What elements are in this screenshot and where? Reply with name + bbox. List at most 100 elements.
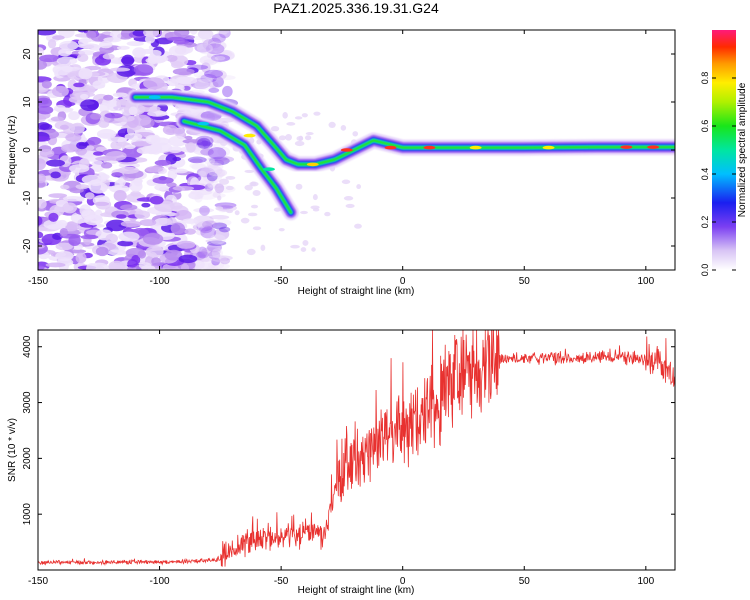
spectrogram-noise-cell xyxy=(211,257,221,266)
spectrogram-noise-cell xyxy=(61,143,79,153)
spectrogram-noise-cell xyxy=(69,249,87,254)
snr-xtick-label: 50 xyxy=(519,576,531,587)
colorbar-tick-label: 0.0 xyxy=(700,264,710,277)
spectrogram-noise-cell xyxy=(175,209,192,221)
spectrogram-noise-cell xyxy=(217,31,228,36)
spectrogram-noise-cell xyxy=(324,211,331,217)
spectrogram-noise-cell xyxy=(214,55,226,61)
spectrogram-noise-cell xyxy=(234,210,240,216)
spectrogram-xtick-label: 0 xyxy=(400,276,406,287)
spectrogram-noise-cell xyxy=(111,172,123,178)
spectrogram-noise-cell xyxy=(206,160,219,169)
spectrogram-noise-cell xyxy=(117,166,140,174)
spectrogram-noise-cell xyxy=(103,37,122,43)
spectrogram-noise-cell xyxy=(46,223,64,230)
spectrogram-noise-cell xyxy=(189,158,203,164)
spectrogram-noise-cell xyxy=(205,43,225,55)
spectrogram-noise-cell xyxy=(107,136,128,143)
spectrogram-noise-cell xyxy=(117,240,134,247)
spectrogram-noise-cell xyxy=(81,174,102,185)
spectrogram-noise-cell xyxy=(285,133,292,141)
spectrogram-noise-cell xyxy=(216,49,233,59)
spectrogram-noise-cell xyxy=(194,42,212,53)
spectrogram-noise-cell xyxy=(165,128,182,134)
snr-xlabel: Height of straight line (km) xyxy=(298,585,415,596)
spectrogram-peak xyxy=(542,145,555,150)
spectrogram-noise-cell xyxy=(211,33,226,43)
spectrogram-noise-cell xyxy=(310,205,320,210)
spectrogram-noise-cell xyxy=(184,228,196,235)
spectrogram-noise-cell xyxy=(187,156,207,164)
spectrogram-noise-cell xyxy=(252,189,261,196)
spectrogram-noise-cell xyxy=(198,170,207,177)
spectrogram-noise-cell xyxy=(129,180,143,192)
spectrogram-noise-cell xyxy=(45,159,65,167)
spectrogram-noise-cell xyxy=(178,254,198,264)
spectrogram-noise-cell xyxy=(105,150,127,161)
spectrogram-noise-cell xyxy=(208,87,220,93)
spectrogram-noise-cell xyxy=(38,244,45,249)
spectrogram-noise-cell xyxy=(213,169,228,177)
spectrogram-noise-cell xyxy=(213,228,230,241)
spectrogram-noise-cell xyxy=(116,99,128,109)
spectrogram-noise-cell xyxy=(154,159,172,166)
snr-series-line xyxy=(38,330,675,567)
spectrogram-noise-cell xyxy=(208,81,219,89)
spectrogram-noise-cell xyxy=(206,170,224,180)
spectrogram-noise-cell xyxy=(134,49,143,58)
snr-xtick-label: -50 xyxy=(274,576,289,587)
spectrogram-noise-cell xyxy=(166,78,179,87)
spectrogram-noise-cell xyxy=(201,165,223,177)
spectrogram-noise-cell xyxy=(73,82,85,88)
spectrogram-noise-cell xyxy=(282,112,288,119)
spectrogram-noise-cell xyxy=(93,151,104,156)
spectrogram-noise-cell xyxy=(340,124,347,131)
spectrogram-noise-cell xyxy=(105,233,118,244)
spectrogram-noise-cell xyxy=(204,183,214,192)
spectrogram-noise-field xyxy=(38,30,362,270)
snr-xtick-label: 100 xyxy=(637,576,654,587)
spectrogram-noise-cell xyxy=(80,99,99,112)
spectrogram-noise-cell xyxy=(196,254,210,264)
spectrogram-noise-cell xyxy=(214,183,225,194)
spectrogram-noise-cell xyxy=(94,201,110,206)
spectrogram-noise-cell xyxy=(199,225,213,234)
spectrogram-noise-cell xyxy=(38,105,54,115)
spectrogram-noise-cell xyxy=(200,226,217,239)
spectrogram-ridge-main-tone xyxy=(182,119,293,214)
spectrogram-noise-cell xyxy=(109,184,130,193)
colorbar-tick-label: 0.2 xyxy=(700,216,710,229)
colorbar-label: Normalized spectral amplitude xyxy=(737,82,748,217)
spectrogram-noise-cell xyxy=(341,179,351,185)
spectrogram-noise-cell xyxy=(154,184,169,191)
spectrogram-noise-cell xyxy=(189,30,198,35)
spectrogram-noise-cell xyxy=(194,194,203,203)
spectrogram-noise-cell xyxy=(205,149,228,159)
spectrogram-noise-cell xyxy=(204,245,219,254)
spectrogram-noise-cell xyxy=(200,62,211,73)
spectrogram-noise-cell xyxy=(356,184,362,190)
spectrogram-noise-cell xyxy=(301,113,308,118)
spectrogram-ytick-label: 10 xyxy=(22,96,33,108)
spectrogram-noise-cell xyxy=(106,219,127,232)
spectrogram-xtick-label: -50 xyxy=(274,276,289,287)
spectrogram-noise-cell xyxy=(113,190,127,202)
spectrogram-noise-cell xyxy=(173,39,190,45)
spectrogram-peak xyxy=(148,95,161,99)
spectrogram-noise-cell xyxy=(91,160,105,173)
spectrogram-noise-cell xyxy=(115,141,130,147)
spectrogram-noise-cell xyxy=(104,112,123,119)
spectrogram-noise-cell xyxy=(222,85,233,98)
spectrogram-noise-cell xyxy=(80,234,99,240)
spectrogram-peak xyxy=(243,133,256,138)
spectrogram-ytick-label: -10 xyxy=(22,190,33,205)
spectrogram-noise-cell xyxy=(38,136,51,142)
spectrogram-peak xyxy=(306,162,319,167)
spectrogram-noise-cell xyxy=(127,259,138,268)
spectrogram-noise-cell xyxy=(86,30,97,39)
spectrogram-noise-cell xyxy=(149,49,162,57)
spectrogram-noise-cell xyxy=(206,45,219,51)
spectrogram-noise-cell xyxy=(205,239,223,244)
spectrogram-noise-cell xyxy=(197,74,213,83)
